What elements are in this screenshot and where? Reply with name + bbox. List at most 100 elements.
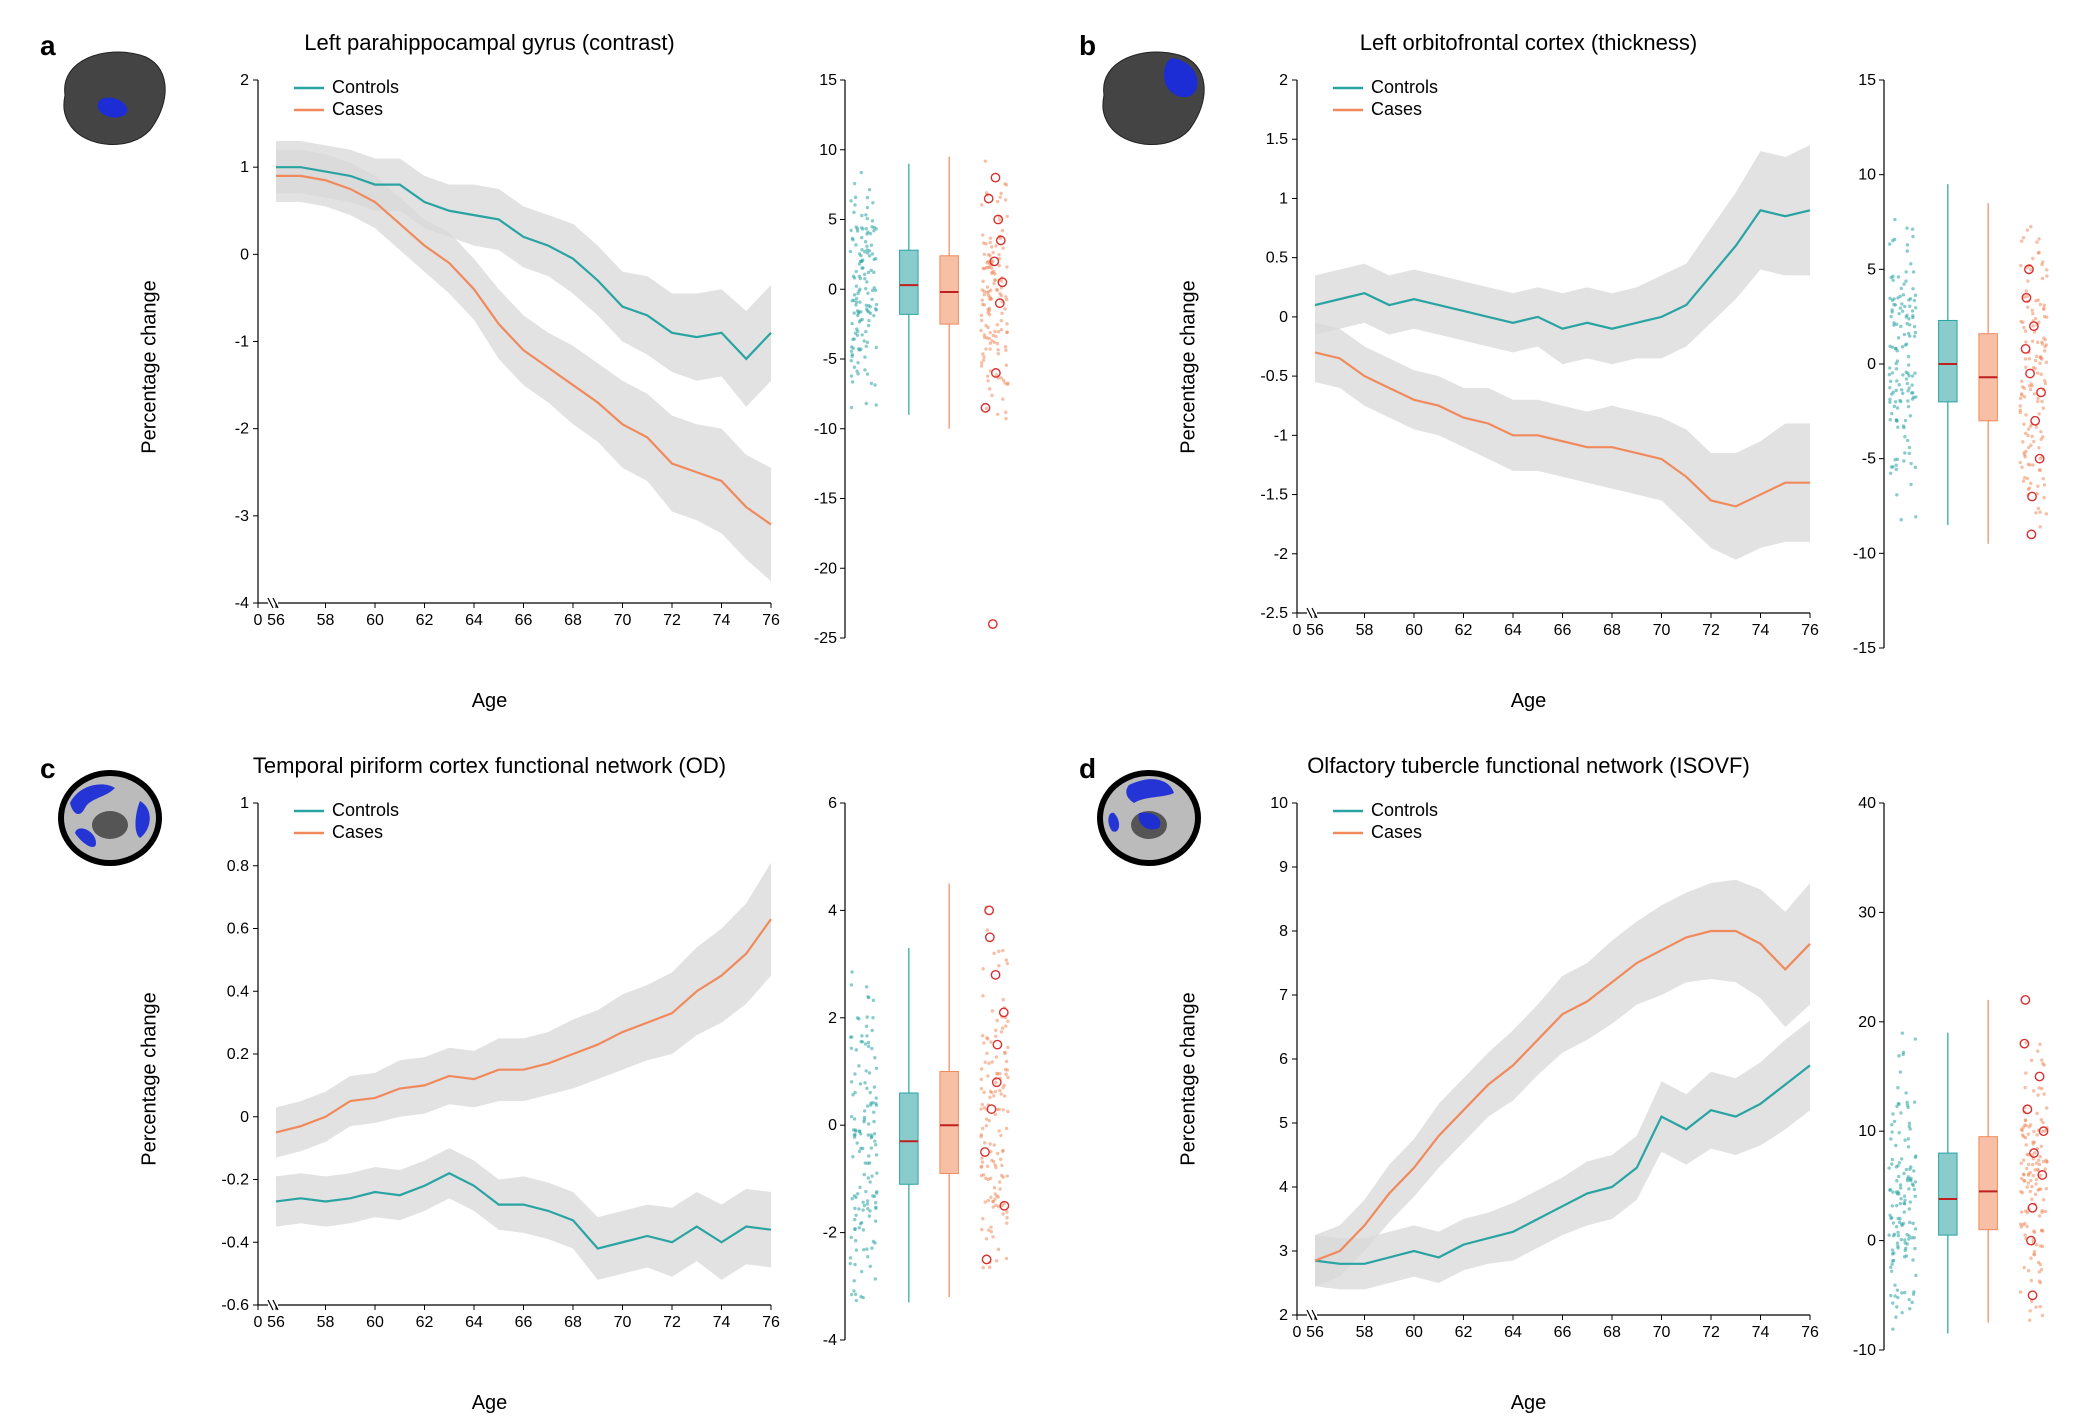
svg-text:Controls: Controls bbox=[1371, 77, 1438, 97]
svg-text:10: 10 bbox=[1858, 167, 1876, 184]
svg-text:1: 1 bbox=[1279, 190, 1288, 207]
svg-text:2: 2 bbox=[240, 72, 249, 89]
svg-text:Controls: Controls bbox=[332, 800, 399, 820]
svg-text:58: 58 bbox=[1356, 1324, 1374, 1341]
svg-text:0: 0 bbox=[254, 612, 263, 629]
panel-label: a bbox=[40, 30, 56, 62]
svg-text:76: 76 bbox=[762, 1314, 780, 1331]
svg-text:66: 66 bbox=[1554, 622, 1572, 639]
svg-text:-5: -5 bbox=[1862, 451, 1876, 468]
svg-text:6: 6 bbox=[828, 795, 837, 812]
x-axis-label: Age bbox=[198, 690, 781, 713]
svg-text:72: 72 bbox=[663, 1314, 681, 1331]
svg-text:64: 64 bbox=[465, 612, 483, 629]
svg-text:0: 0 bbox=[828, 281, 837, 298]
svg-text:-10: -10 bbox=[814, 421, 837, 438]
svg-text:2: 2 bbox=[828, 1010, 837, 1027]
svg-text:-15: -15 bbox=[1853, 640, 1876, 657]
svg-text:62: 62 bbox=[1455, 622, 1473, 639]
svg-text:Controls: Controls bbox=[1371, 800, 1438, 820]
svg-text:64: 64 bbox=[1504, 622, 1522, 639]
svg-text:1: 1 bbox=[240, 795, 249, 812]
svg-text:56: 56 bbox=[267, 612, 285, 629]
svg-text:-0.5: -0.5 bbox=[1260, 368, 1288, 385]
svg-text:Cases: Cases bbox=[332, 822, 383, 842]
svg-text:-15: -15 bbox=[814, 491, 837, 508]
svg-text:0: 0 bbox=[240, 246, 249, 263]
panel-title: Left parahippocampal gyrus (contrast) bbox=[198, 30, 781, 56]
svg-text:74: 74 bbox=[1752, 1324, 1770, 1341]
svg-text:Cases: Cases bbox=[1371, 99, 1422, 119]
svg-text:-0.6: -0.6 bbox=[221, 1297, 249, 1314]
svg-text:0: 0 bbox=[1867, 356, 1876, 373]
svg-text:0: 0 bbox=[1867, 1233, 1876, 1250]
svg-text:15: 15 bbox=[819, 72, 837, 89]
panel-label: c bbox=[40, 753, 56, 785]
figure-grid: a Left parahippocampal gyrus (contrast) -4… bbox=[0, 0, 2098, 1425]
svg-text:60: 60 bbox=[366, 612, 384, 629]
box-plot: -4-20246 bbox=[799, 793, 1019, 1365]
svg-text:-1: -1 bbox=[235, 334, 249, 351]
svg-text:8: 8 bbox=[1279, 923, 1288, 940]
svg-text:0.6: 0.6 bbox=[227, 921, 249, 938]
box-plot: -15-10-5051015 bbox=[1838, 70, 2058, 663]
svg-text:-2.5: -2.5 bbox=[1260, 605, 1288, 622]
svg-text:58: 58 bbox=[1356, 622, 1374, 639]
svg-text:64: 64 bbox=[1504, 1324, 1522, 1341]
svg-text:56: 56 bbox=[1306, 622, 1324, 639]
svg-text:5: 5 bbox=[1279, 1115, 1288, 1132]
x-axis-label: Age bbox=[1237, 1392, 1820, 1415]
svg-text:0.2: 0.2 bbox=[227, 1046, 249, 1063]
svg-text:56: 56 bbox=[1306, 1324, 1324, 1341]
svg-text:70: 70 bbox=[614, 1314, 632, 1331]
svg-text:0: 0 bbox=[1293, 1324, 1302, 1341]
svg-text:Cases: Cases bbox=[1371, 822, 1422, 842]
svg-text:60: 60 bbox=[1405, 1324, 1423, 1341]
svg-text:56: 56 bbox=[267, 1314, 285, 1331]
svg-text:72: 72 bbox=[1702, 1324, 1720, 1341]
panel-c: c Temporal piriform cortex functional net… bbox=[40, 753, 1019, 1415]
svg-text:6: 6 bbox=[1279, 1051, 1288, 1068]
y-axis-label: Percentage change bbox=[139, 280, 162, 453]
panel-title: Left orbitofrontal cortex (thickness) bbox=[1237, 30, 1820, 56]
svg-text:62: 62 bbox=[1455, 1324, 1473, 1341]
svg-text:0: 0 bbox=[1293, 622, 1302, 639]
svg-text:68: 68 bbox=[1603, 1324, 1621, 1341]
svg-text:74: 74 bbox=[1752, 622, 1770, 639]
svg-text:0.8: 0.8 bbox=[227, 858, 249, 875]
svg-text:64: 64 bbox=[465, 1314, 483, 1331]
svg-text:-4: -4 bbox=[823, 1332, 837, 1349]
svg-text:76: 76 bbox=[1801, 1324, 1819, 1341]
svg-text:0.4: 0.4 bbox=[227, 983, 249, 1000]
svg-text:58: 58 bbox=[317, 612, 335, 629]
svg-text:58: 58 bbox=[317, 1314, 335, 1331]
svg-text:60: 60 bbox=[1405, 622, 1423, 639]
svg-text:66: 66 bbox=[1554, 1324, 1572, 1341]
panel-title: Temporal piriform cortex functional netw… bbox=[198, 753, 781, 779]
brain-thumb bbox=[1084, 40, 1214, 155]
svg-text:-3: -3 bbox=[235, 508, 249, 525]
svg-text:68: 68 bbox=[564, 612, 582, 629]
svg-text:76: 76 bbox=[762, 612, 780, 629]
panel-title: Olfactory tubercle functional network (I… bbox=[1237, 753, 1820, 779]
svg-text:1: 1 bbox=[240, 159, 249, 176]
svg-text:-0.2: -0.2 bbox=[221, 1172, 249, 1189]
svg-text:66: 66 bbox=[515, 612, 533, 629]
svg-text:62: 62 bbox=[416, 1314, 434, 1331]
svg-text:-1.5: -1.5 bbox=[1260, 487, 1288, 504]
y-axis-label: Percentage change bbox=[1178, 992, 1201, 1165]
line-plot: 234567891005658606264666870727476Control… bbox=[1237, 793, 1820, 1365]
svg-text:0: 0 bbox=[254, 1314, 263, 1331]
svg-text:2: 2 bbox=[1279, 72, 1288, 89]
svg-text:30: 30 bbox=[1858, 904, 1876, 921]
brain-thumb bbox=[45, 763, 175, 878]
svg-text:40: 40 bbox=[1858, 795, 1876, 812]
svg-text:10: 10 bbox=[819, 142, 837, 159]
svg-text:0: 0 bbox=[828, 1117, 837, 1134]
svg-text:4: 4 bbox=[828, 902, 837, 919]
svg-text:15: 15 bbox=[1858, 72, 1876, 89]
y-axis-label: Percentage change bbox=[139, 992, 162, 1165]
line-plot: -0.6-0.4-0.200.20.40.60.8105658606264666… bbox=[198, 793, 781, 1365]
svg-text:4: 4 bbox=[1279, 1179, 1288, 1196]
svg-text:-10: -10 bbox=[1853, 1342, 1876, 1359]
